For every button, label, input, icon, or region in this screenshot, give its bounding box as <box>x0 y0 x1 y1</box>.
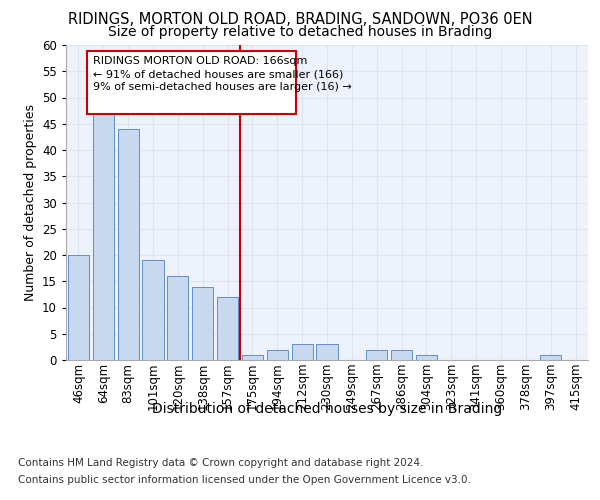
Bar <box>316 344 338 360</box>
Bar <box>267 350 288 360</box>
Text: RIDINGS, MORTON OLD ROAD, BRADING, SANDOWN, PO36 0EN: RIDINGS, MORTON OLD ROAD, BRADING, SANDO… <box>68 12 532 28</box>
Bar <box>142 260 164 360</box>
Bar <box>93 114 114 360</box>
Bar <box>167 276 188 360</box>
Text: Size of property relative to detached houses in Brading: Size of property relative to detached ho… <box>108 25 492 39</box>
Bar <box>192 286 213 360</box>
Bar <box>242 355 263 360</box>
Y-axis label: Number of detached properties: Number of detached properties <box>23 104 37 301</box>
Bar <box>68 255 89 360</box>
FancyBboxPatch shape <box>87 52 296 114</box>
Text: Distribution of detached houses by size in Brading: Distribution of detached houses by size … <box>152 402 502 416</box>
Text: Contains public sector information licensed under the Open Government Licence v3: Contains public sector information licen… <box>18 475 471 485</box>
Bar <box>391 350 412 360</box>
Text: RIDINGS MORTON OLD ROAD: 166sqm
← 91% of detached houses are smaller (166)
9% of: RIDINGS MORTON OLD ROAD: 166sqm ← 91% of… <box>93 56 352 92</box>
Bar <box>217 297 238 360</box>
Bar <box>118 129 139 360</box>
Bar <box>540 355 561 360</box>
Bar <box>416 355 437 360</box>
Bar <box>366 350 387 360</box>
Bar <box>292 344 313 360</box>
Text: Contains HM Land Registry data © Crown copyright and database right 2024.: Contains HM Land Registry data © Crown c… <box>18 458 424 468</box>
